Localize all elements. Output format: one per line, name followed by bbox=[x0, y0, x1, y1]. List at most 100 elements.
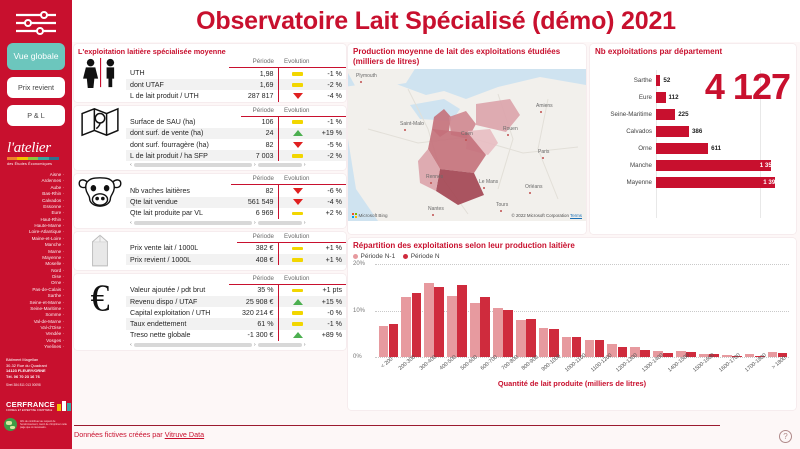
histogram-bar-n-1 bbox=[767, 352, 778, 357]
department-bar-row[interactable]: Manche 1 350 bbox=[594, 157, 792, 174]
histogram-bar-group[interactable] bbox=[766, 264, 789, 357]
histogram-bar-group[interactable] bbox=[652, 264, 675, 357]
histogram-bar-group[interactable] bbox=[629, 264, 652, 357]
histogram-bar-group[interactable] bbox=[491, 264, 514, 357]
table-scroll-strip[interactable]: ‹ › › bbox=[74, 161, 346, 170]
histogram-bar-group[interactable] bbox=[720, 264, 743, 357]
department-item[interactable]: Aisne bbox=[0, 172, 64, 178]
histogram-bar-group[interactable] bbox=[514, 264, 537, 357]
horizontal-scrollbar[interactable] bbox=[133, 163, 252, 168]
department-item[interactable]: Moselle bbox=[0, 261, 64, 267]
department-bar-row[interactable]: Sarthe 52 bbox=[594, 72, 792, 89]
histogram-bar-group[interactable] bbox=[377, 264, 400, 357]
scroll-left-icon[interactable]: ‹ bbox=[130, 162, 132, 169]
histogram-bar-group[interactable] bbox=[560, 264, 583, 357]
map-terms-link[interactable]: Terms bbox=[570, 213, 582, 218]
scroll-right-icon[interactable]: › bbox=[253, 162, 256, 169]
metric-row-label: Qte lait produite par VL bbox=[130, 209, 203, 218]
histogram-bar-group[interactable] bbox=[697, 264, 720, 357]
department-item[interactable]: Vosges bbox=[0, 338, 64, 344]
departments-bar-list: Sarthe 52 Eure 112 Seine-Maritime 225 Calvados… bbox=[594, 72, 792, 191]
map-city-label: Tours bbox=[496, 202, 509, 208]
histogram-bar-n-1 bbox=[630, 347, 640, 357]
department-item[interactable]: Val-d'Oise bbox=[0, 325, 64, 331]
metric-panel-body: Période Evolution Prix vente lait / 1000L 3… bbox=[74, 231, 346, 270]
department-item[interactable]: Marne bbox=[0, 249, 64, 255]
horizontal-scrollbar[interactable] bbox=[133, 342, 252, 347]
nav-button-p-l[interactable]: P & L bbox=[7, 104, 65, 126]
horizontal-scrollbar-secondary[interactable] bbox=[257, 342, 302, 347]
department-bar-row[interactable]: Orne 611 bbox=[594, 140, 792, 157]
department-item[interactable]: Vendée bbox=[0, 331, 64, 337]
department-item[interactable]: Maine-et-Loire bbox=[0, 236, 64, 242]
department-item[interactable]: Pas-de-Calais bbox=[0, 287, 64, 293]
metric-row-value: 1,98 bbox=[229, 67, 279, 80]
nav-button-prix-revient[interactable]: Prix revient bbox=[7, 76, 65, 98]
histogram-bar-group[interactable] bbox=[446, 264, 469, 357]
department-item[interactable]: Sarthe bbox=[0, 293, 64, 299]
scroll-left-icon[interactable]: ‹ bbox=[130, 341, 132, 348]
department-bar-row[interactable]: Eure 112 bbox=[594, 89, 792, 106]
department-item[interactable]: Haute-Marne bbox=[0, 223, 64, 229]
department-item[interactable]: Aube bbox=[0, 185, 64, 191]
department-item[interactable]: Val-de-Marne bbox=[0, 319, 64, 325]
legend-item-periode-n[interactable]: Période N bbox=[403, 253, 440, 260]
department-item[interactable]: Orne bbox=[0, 280, 64, 286]
scroll-right-icon-secondary[interactable]: › bbox=[303, 341, 306, 348]
metric-header-evolution: Evolution bbox=[278, 57, 346, 68]
histogram-bar-n bbox=[754, 355, 765, 357]
department-bar-row[interactable]: Seine-Maritime 225 bbox=[594, 106, 792, 123]
department-item[interactable]: Yvelines bbox=[0, 344, 64, 350]
map-city-dot bbox=[500, 210, 502, 212]
department-bar-row[interactable]: Mayenne 1 391 bbox=[594, 174, 792, 191]
department-item[interactable]: Calvados bbox=[0, 198, 64, 204]
distribution-histogram-card: Répartition des exploitations selon leur… bbox=[348, 238, 796, 410]
department-bar-row[interactable]: Calvados 386 bbox=[594, 123, 792, 140]
department-item[interactable]: Mayenne bbox=[0, 255, 64, 261]
scroll-right-icon[interactable]: › bbox=[253, 341, 256, 348]
department-item[interactable]: Nord bbox=[0, 268, 64, 274]
table-scroll-strip[interactable]: ‹ › › bbox=[74, 219, 346, 228]
header: Observatoire Lait Spécialisé (démo) 2021 bbox=[72, 0, 800, 42]
scroll-right-icon[interactable]: › bbox=[253, 219, 256, 226]
horizontal-scrollbar-secondary[interactable] bbox=[257, 220, 302, 225]
department-item[interactable]: Haut-Rhin bbox=[0, 217, 64, 223]
histogram-bar-group[interactable] bbox=[400, 264, 423, 357]
department-item[interactable]: Oise bbox=[0, 274, 64, 280]
metric-table-header: Période Evolution bbox=[126, 174, 346, 186]
map-viewport[interactable]: Microsoft Bing © 2022 Microsoft Corporat… bbox=[348, 69, 586, 221]
help-button[interactable]: ? bbox=[779, 430, 792, 443]
histogram-bar-group[interactable] bbox=[743, 264, 766, 357]
histogram-bar-group[interactable] bbox=[423, 264, 446, 357]
department-item[interactable]: Seine-Maritime bbox=[0, 306, 64, 312]
histogram-bar-n bbox=[388, 324, 399, 357]
scroll-right-icon-secondary[interactable]: › bbox=[303, 219, 306, 226]
nav-button-vue-globale[interactable]: Vue globale bbox=[7, 43, 65, 70]
footer-note-link[interactable]: Vitruve Data bbox=[164, 430, 205, 439]
histogram-bar-group[interactable] bbox=[583, 264, 606, 357]
horizontal-scrollbar[interactable] bbox=[133, 220, 252, 225]
histogram-bar-group[interactable] bbox=[537, 264, 560, 357]
scroll-left-icon[interactable]: ‹ bbox=[130, 219, 132, 226]
department-item[interactable]: Essonne bbox=[0, 204, 64, 210]
department-item[interactable]: Ardennes bbox=[0, 178, 64, 184]
map-city-dot bbox=[430, 182, 432, 184]
map-city-label: Nantes bbox=[428, 206, 444, 212]
department-item[interactable]: Seine-et-Marne bbox=[0, 300, 64, 306]
scroll-right-icon-secondary[interactable]: › bbox=[303, 162, 306, 169]
department-item[interactable]: Manche bbox=[0, 242, 64, 248]
legend-item-periode-n-1[interactable]: Période N-1 bbox=[353, 253, 395, 260]
department-item[interactable]: Bas-Rhin bbox=[0, 191, 64, 197]
department-item[interactable]: Eure bbox=[0, 210, 64, 216]
department-item[interactable]: Loire-Atlantique bbox=[0, 229, 64, 235]
histogram-bar-group[interactable] bbox=[469, 264, 492, 357]
sliders-icon[interactable] bbox=[14, 10, 58, 36]
metric-header-evolution: Evolution bbox=[278, 105, 346, 117]
horizontal-scrollbar-secondary[interactable] bbox=[257, 163, 302, 168]
histogram-bar-group[interactable] bbox=[606, 264, 629, 357]
histogram-bar-n-1 bbox=[607, 344, 618, 357]
table-scroll-strip[interactable]: ‹ › › bbox=[74, 341, 346, 350]
histogram-bar-group[interactable] bbox=[675, 264, 698, 357]
metric-row-value: 561 549 bbox=[231, 196, 279, 208]
department-item[interactable]: Somme bbox=[0, 312, 64, 318]
